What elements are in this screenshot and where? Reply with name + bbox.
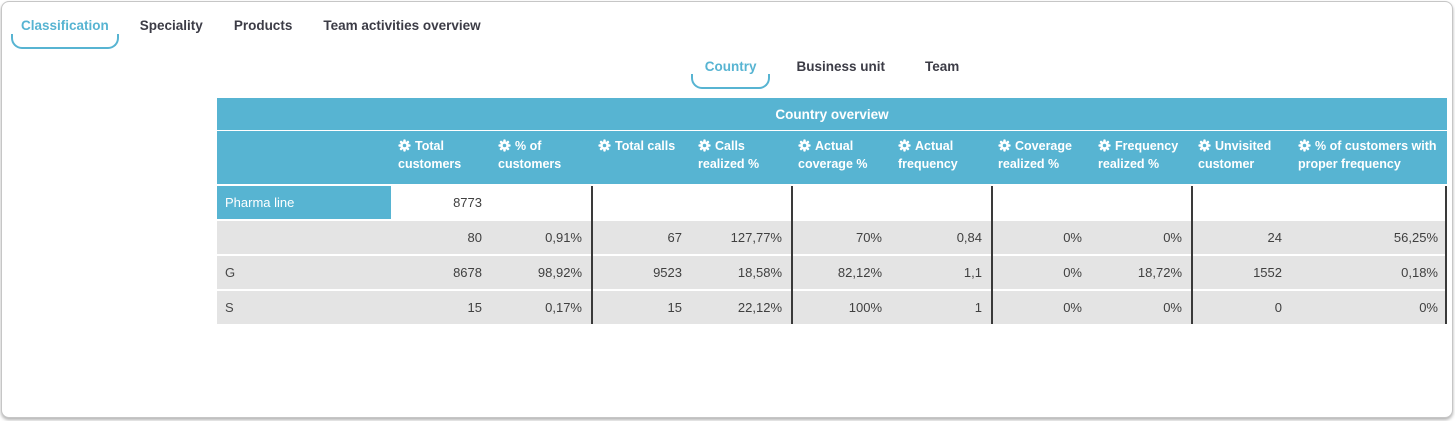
table-title: Country overview: [217, 98, 1447, 131]
sub-tabbar: Country Business unit Team: [217, 59, 1447, 89]
column-header-label: Calls realized %: [698, 139, 760, 171]
table-body: Pharma line 8773 80 0,91% 67 127,77% 70% 0,84 0%…: [217, 186, 1447, 324]
column-header-coverage-realized-: Coverage realized %: [991, 131, 1091, 184]
column-header-label: Coverage realized %: [998, 139, 1072, 171]
data-cell: 22,12%: [737, 300, 782, 315]
country-overview-table: Country overview Total customers % of cus…: [217, 98, 1447, 324]
tab-team-activities-overview[interactable]: Team activities overview: [323, 18, 481, 33]
main-tabbar: Classification Speciality Products Team act…: [11, 18, 486, 49]
data-cell: 127,77%: [730, 230, 782, 245]
data-cell: 0%: [1163, 300, 1182, 315]
data-cell: 1: [974, 300, 982, 315]
column-group-divider: [591, 186, 593, 324]
column-header-label: Frequency realized %: [1098, 139, 1179, 171]
data-cell: 56,25%: [1393, 230, 1438, 245]
data-cell: 98,92%: [537, 265, 582, 280]
data-cell: 70%: [855, 230, 882, 245]
column-header-label: Actual coverage %: [798, 139, 868, 171]
data-cell: 0%: [1063, 265, 1082, 280]
data-cell: 80: [467, 230, 482, 245]
data-cell: [991, 186, 1091, 219]
table-row-pharma-line: Pharma line 8773: [217, 186, 1447, 219]
gear-icon[interactable]: [1298, 139, 1311, 152]
gear-icon[interactable]: [598, 139, 611, 152]
data-cell: 0%: [1419, 300, 1438, 315]
data-cell: [891, 186, 991, 219]
column-header-label: Actual frequency: [898, 139, 958, 171]
gear-icon[interactable]: [1198, 139, 1211, 152]
column-header-frequency-realized-: Frequency realized %: [1091, 131, 1191, 184]
data-cell: 0%: [1063, 230, 1082, 245]
data-cell: 24: [1267, 230, 1282, 245]
data-cell: 0%: [1063, 300, 1082, 315]
column-header-actual-coverage-: Actual coverage %: [791, 131, 891, 184]
data-cell: 0%: [1163, 230, 1182, 245]
data-cell: [591, 186, 691, 219]
gear-icon[interactable]: [698, 139, 711, 152]
table-row-s: S 15 0,17% 15 22,12% 100% 1 0% 0% 0 0%: [217, 291, 1447, 324]
gear-icon[interactable]: [398, 139, 411, 152]
subtab-team[interactable]: Team: [925, 59, 960, 74]
data-cell: [491, 186, 591, 219]
row-label: [217, 221, 391, 254]
column-header-calls-realized-: Calls realized %: [691, 131, 791, 184]
data-cell: 15: [467, 300, 482, 315]
gear-icon[interactable]: [498, 139, 511, 152]
column-header-actual-frequency: Actual frequency: [891, 131, 991, 184]
column-header-label: Total calls: [615, 139, 676, 153]
data-cell: 8678: [453, 265, 482, 280]
data-cell: 1552: [1253, 265, 1282, 280]
column-header--of-customers-with-proper-frequency: % of customers with proper frequency: [1291, 131, 1447, 184]
tab-speciality[interactable]: Speciality: [139, 18, 203, 33]
data-cell: 9523: [653, 265, 682, 280]
subtab-country[interactable]: Country: [690, 59, 771, 89]
gear-icon[interactable]: [1098, 139, 1111, 152]
header-corner-cell: [217, 131, 391, 184]
gear-icon[interactable]: [998, 139, 1011, 152]
row-label: G: [225, 265, 236, 280]
table-row: 80 0,91% 67 127,77% 70% 0,84 0% 0% 24 56,25%: [217, 221, 1447, 254]
data-cell: 0: [1274, 300, 1282, 315]
row-label: S: [225, 300, 234, 315]
data-cell: 8773: [453, 195, 482, 210]
data-cell: 67: [667, 230, 682, 245]
data-cell: [791, 186, 891, 219]
column-group-divider: [791, 186, 793, 324]
gear-icon[interactable]: [898, 139, 911, 152]
tab-classification[interactable]: Classification: [11, 18, 119, 49]
data-cell: [1091, 186, 1191, 219]
column-header-total-calls: Total calls: [591, 131, 691, 184]
column-header-label: Unvisited customer: [1198, 139, 1272, 171]
subtab-business-unit[interactable]: Business unit: [796, 59, 885, 74]
row-label: Pharma line: [217, 186, 391, 219]
data-cell: [1291, 186, 1447, 219]
data-cell: 82,12%: [837, 265, 882, 280]
data-cell: 0,18%: [1401, 265, 1438, 280]
table-header-row: Total customers % of customers Total calls…: [217, 131, 1447, 184]
data-cell: 18,72%: [1137, 265, 1182, 280]
data-cell: 0,17%: [545, 300, 582, 315]
gear-icon[interactable]: [798, 139, 811, 152]
tab-products[interactable]: Products: [233, 18, 293, 33]
data-cell: 100%: [848, 300, 882, 315]
data-cell: 0,84: [956, 230, 982, 245]
column-group-divider: [991, 186, 993, 324]
data-cell: 1,1: [963, 265, 982, 280]
column-group-divider: [1191, 186, 1193, 324]
data-cell: 0,91%: [545, 230, 582, 245]
column-header-label: Total customers: [398, 139, 462, 171]
column-header--of-customers: % of customers: [491, 131, 591, 184]
column-header-label: % of customers with proper frequency: [1298, 139, 1437, 171]
data-cell: 15: [667, 300, 682, 315]
column-header-unvisited-customer: Unvisited customer: [1191, 131, 1291, 184]
column-header-total-customers: Total customers: [391, 131, 491, 184]
column-group-divider: [1445, 186, 1447, 324]
data-cell: 18,58%: [737, 265, 782, 280]
column-header-label: % of customers: [498, 139, 562, 171]
data-cell: [691, 186, 791, 219]
table-row-g: G 8678 98,92% 9523 18,58% 82,12% 1,1 0% 18,72% 15…: [217, 256, 1447, 289]
data-cell: [1191, 186, 1291, 219]
